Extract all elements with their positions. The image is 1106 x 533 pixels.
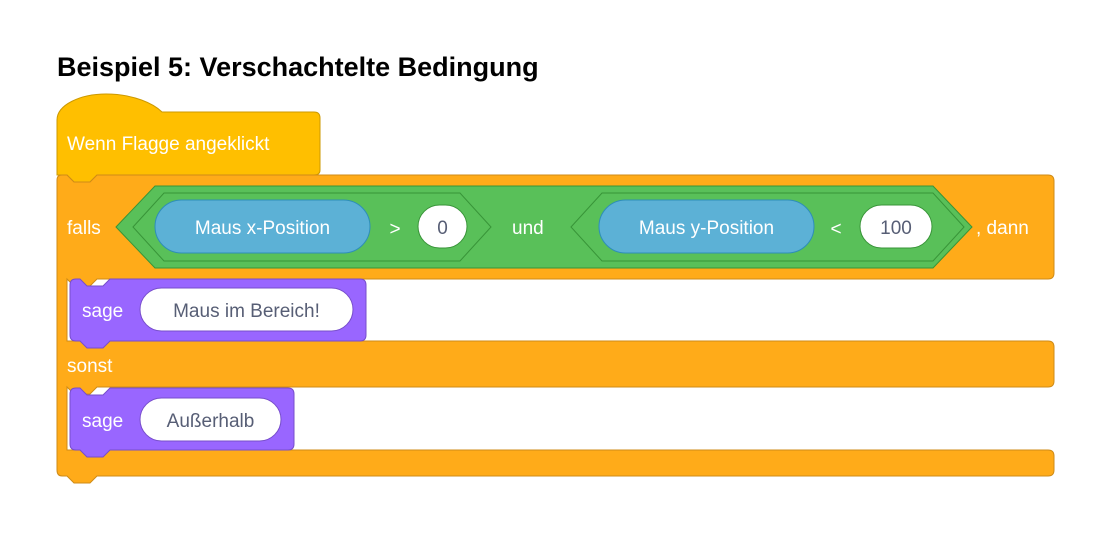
say-else-label: sage <box>82 411 123 432</box>
y-value-input[interactable]: 100 <box>859 204 933 249</box>
say-then-label: sage <box>82 301 123 322</box>
x-value-input[interactable]: 0 <box>417 204 468 249</box>
say-then-input[interactable]: Maus im Bereich! <box>139 287 354 332</box>
mouse-x-label: Maus x-Position <box>195 218 330 239</box>
say-else-text: Außerhalb <box>167 411 255 432</box>
mouse-y-reporter[interactable]: Maus y-Position <box>598 199 815 254</box>
say-block-then[interactable]: sage Maus im Bereich! <box>69 278 367 349</box>
greater-than-symbol: > <box>389 219 400 240</box>
else-sonst-label: sonst <box>67 356 113 377</box>
page-title: Beispiel 5: Verschachtelte Bedingung <box>57 52 539 82</box>
say-then-text: Maus im Bereich! <box>173 301 320 322</box>
less-than-block[interactable]: Maus y-Position < 100 <box>570 192 965 262</box>
say-block-else[interactable]: sage Außerhalb <box>69 387 295 458</box>
say-else-input[interactable]: Außerhalb <box>139 397 282 442</box>
x-value-text: 0 <box>437 218 448 239</box>
mouse-x-reporter[interactable]: Maus x-Position <box>154 199 371 254</box>
hat-block-when-flag-clicked[interactable]: Wenn Flagge angeklickt <box>56 93 321 183</box>
hat-block-label: Wenn Flagge angeklickt <box>67 134 270 155</box>
greater-than-block[interactable]: Maus x-Position > 0 <box>132 192 492 262</box>
if-dann-label: , dann <box>976 218 1029 239</box>
less-than-symbol: < <box>830 219 841 240</box>
mouse-y-label: Maus y-Position <box>639 218 774 239</box>
y-value-text: 100 <box>880 218 912 239</box>
and-label: und <box>512 218 544 239</box>
if-falls-label: falls <box>67 218 101 239</box>
